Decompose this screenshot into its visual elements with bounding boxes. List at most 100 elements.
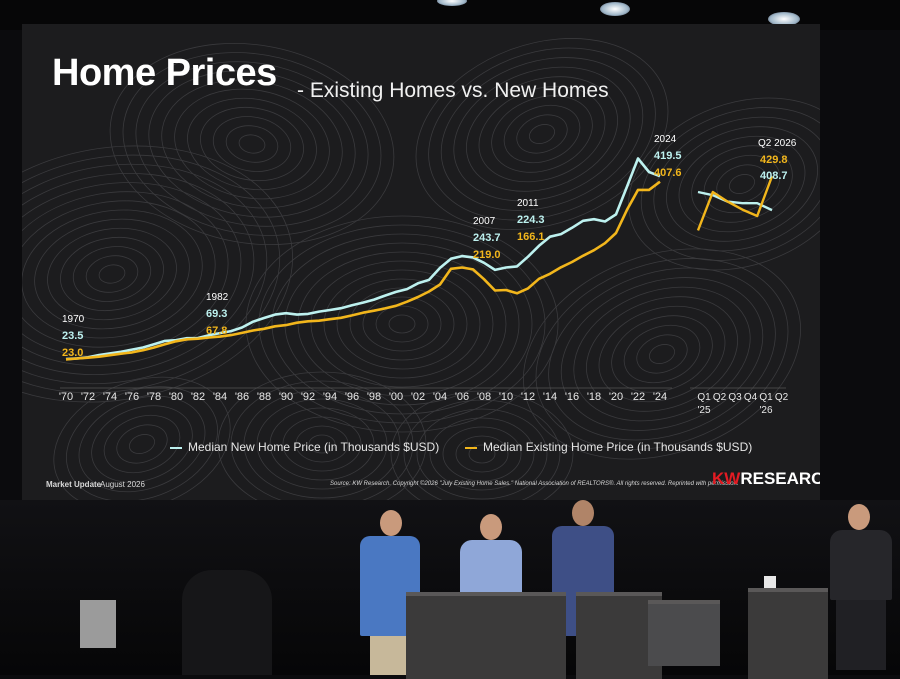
- x-tick-label: '90: [279, 391, 293, 403]
- contour-line: [230, 380, 414, 504]
- contour-line: [416, 408, 548, 500]
- annotation-new-value: 224.3: [517, 214, 545, 226]
- x-tick-label-quarterly: '25: [697, 405, 710, 416]
- data-annotation: 2007 243.7 219.0: [473, 216, 501, 261]
- contour-line: [47, 227, 177, 321]
- footer-date: August 2026: [100, 480, 145, 489]
- contour-line: [478, 85, 606, 183]
- contour-line: [148, 70, 356, 218]
- x-tick-label-quarterly: Q1: [697, 392, 711, 403]
- contour-line: [653, 116, 820, 252]
- contour-line: [78, 395, 206, 493]
- contour-line: [336, 278, 468, 370]
- contour-line: [628, 97, 820, 271]
- x-tick-label: '12: [521, 391, 535, 403]
- annotation-existing-value: 67.8: [206, 325, 227, 337]
- x-tick-label: '02: [411, 391, 425, 403]
- x-tick-label: '20: [609, 391, 623, 403]
- annotation-existing-value: 166.1: [517, 231, 545, 243]
- contour-line: [22, 163, 268, 385]
- desk: [648, 600, 720, 666]
- annotation-new-value: 408.7: [760, 170, 788, 182]
- annotation-existing-value: 219.0: [473, 249, 501, 261]
- contour-line: [72, 246, 152, 302]
- presentation-screen: '70 '72 '74 '76 '78 '80 '82 '84 '86 '88 '90 '92 '94 '…: [22, 24, 820, 504]
- data-annotation: 1982 69.3 67.8: [206, 292, 229, 337]
- contour-line: [390, 390, 574, 504]
- contour-line: [187, 97, 317, 191]
- contour-line: [323, 269, 481, 379]
- x-tick-label: '98: [367, 391, 381, 403]
- x-tick-label: '22: [631, 391, 645, 403]
- stage-light: [600, 2, 630, 16]
- contour-line: [135, 61, 369, 227]
- x-tick-label: '92: [301, 391, 315, 403]
- contour-line: [586, 296, 738, 412]
- contour-line: [174, 88, 330, 200]
- presenter-1: [356, 510, 426, 675]
- contour-line: [491, 95, 593, 173]
- legend-new-home: Median New Home Price (in Thousands $USD…: [170, 440, 439, 454]
- contour-line: [468, 444, 496, 464]
- contour-line: [212, 116, 292, 172]
- stage-light: [768, 12, 800, 26]
- contour-line: [91, 405, 193, 483]
- x-tick-label: '86: [235, 391, 249, 403]
- contour-line: [729, 174, 755, 194]
- brand-research: RESEARCH: [740, 469, 820, 488]
- line-chart: '70 '72 '74 '76 '78 '80 '82 '84 '86 '88 '90 '92 '94 '…: [59, 134, 797, 416]
- contour-line: [529, 124, 555, 144]
- x-tick-label: '06: [455, 391, 469, 403]
- presenter-2: [456, 514, 526, 675]
- series-line-existing-home: [65, 180, 661, 361]
- contour-line: [453, 66, 631, 202]
- desk: [748, 588, 828, 679]
- annotation-year: 2011: [517, 198, 539, 209]
- contour-line: [716, 164, 768, 204]
- x-tick-label: '96: [345, 391, 359, 403]
- series-line-new-home-quarterly: [697, 190, 773, 212]
- coffee-mug: [764, 576, 776, 588]
- contour-line: [403, 399, 561, 504]
- contour-line: [535, 258, 789, 450]
- contour-line: [295, 425, 349, 463]
- x-tick-label: '78: [147, 391, 161, 403]
- annotation-year: 1982: [206, 292, 229, 303]
- contour-line: [297, 251, 507, 397]
- contour-line: [560, 277, 764, 431]
- x-tick-label: '10: [499, 391, 513, 403]
- contour-line: [649, 344, 675, 364]
- contour-line: [22, 209, 203, 339]
- x-tick-label: '18: [587, 391, 601, 403]
- presenter-4: [826, 504, 896, 675]
- contour-line: [428, 47, 656, 221]
- contour-line: [523, 248, 801, 460]
- x-tick-label: '14: [543, 391, 557, 403]
- x-tick-label: '76: [125, 391, 139, 403]
- data-annotation: 1970 23.5 23.0: [62, 314, 85, 359]
- slide-title: Home Prices: [52, 52, 277, 94]
- contour-line: [442, 426, 522, 482]
- contour-line: [548, 267, 776, 441]
- contour-line: [429, 417, 535, 491]
- annotation-year: 1970: [62, 314, 85, 325]
- contour-line: [22, 145, 293, 403]
- contour-line: [666, 126, 818, 242]
- contour-line: [308, 434, 336, 454]
- contour-line: [225, 125, 279, 163]
- desk: [496, 592, 566, 679]
- x-tick-label-quarterly: '26: [759, 405, 772, 416]
- contour-line: [516, 114, 568, 154]
- x-tick-label: '70: [59, 391, 73, 403]
- contour-line: [98, 264, 126, 284]
- x-tick-label: '08: [477, 391, 491, 403]
- contour-line: [34, 218, 190, 330]
- contour-line: [66, 386, 218, 502]
- annotation-new-value: 69.3: [206, 308, 227, 320]
- contour-line: [636, 334, 688, 374]
- annotation-existing-value: 407.6: [654, 167, 682, 179]
- contour-line: [440, 57, 644, 211]
- desk: [406, 592, 496, 679]
- annotation-existing-value: 23.0: [62, 347, 83, 359]
- contour-line: [22, 200, 216, 348]
